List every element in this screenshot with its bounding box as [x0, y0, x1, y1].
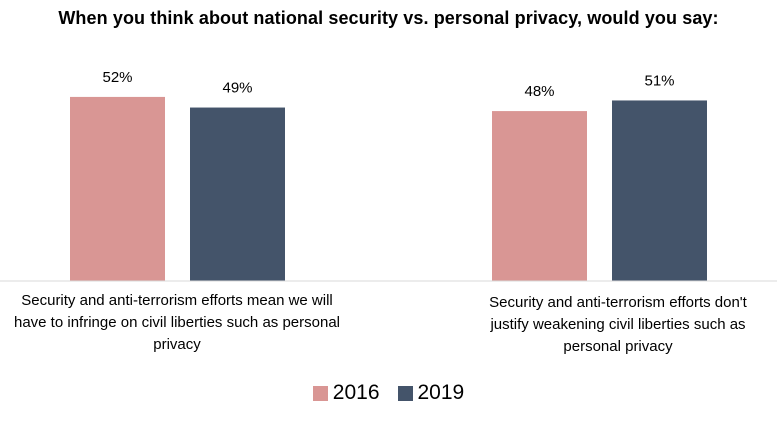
chart-title: When you think about national security v… [58, 8, 719, 28]
value-labels-group: 52% 48% 49% 51% [102, 69, 674, 100]
category-label-dont-justify: Security and anti-terrorism efforts don'… [489, 294, 747, 355]
legend-swatch-2016 [312, 385, 328, 401]
legend-label-2016: 2016 [332, 381, 380, 404]
legend: 2016 2019 [0, 381, 777, 405]
legend-swatch-2019 [397, 385, 413, 401]
legend-label-2019: 2019 [417, 381, 465, 404]
bar-2016-cat1 [492, 111, 587, 281]
bars-group [70, 96, 707, 282]
bar-2019-cat1 [612, 100, 707, 282]
legend-item-2016: 2016 [312, 381, 380, 405]
legend-item-2019: 2019 [397, 381, 465, 405]
value-label-2016-cat0: 52% [102, 69, 132, 86]
bar-2019-cat0 [190, 107, 285, 281]
value-label-2019-cat1: 51% [644, 72, 674, 89]
value-label-2019-cat0: 49% [222, 80, 252, 97]
category-label-infringe: Security and anti-terrorism efforts mean… [13, 292, 340, 353]
bar-2016-cat0 [70, 96, 165, 281]
value-label-2016-cat1: 48% [524, 83, 554, 100]
